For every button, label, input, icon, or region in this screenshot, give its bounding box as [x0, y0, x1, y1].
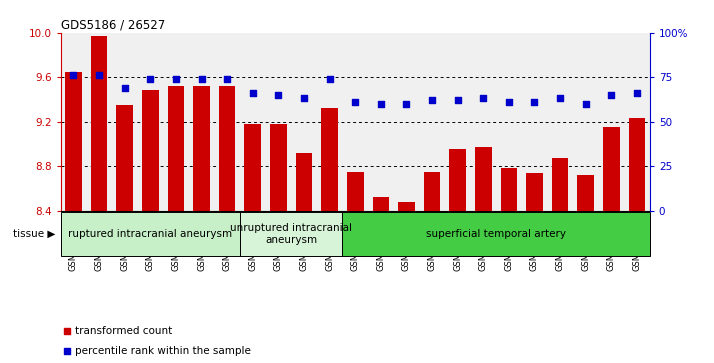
Point [94, 73, 105, 78]
Bar [526, 173, 543, 211]
Point [145, 76, 156, 82]
Bar [193, 86, 210, 211]
Bar [218, 86, 236, 211]
Text: transformed count: transformed count [76, 326, 173, 336]
Point [554, 95, 565, 101]
Bar [61, 212, 240, 256]
Point [247, 90, 258, 96]
Point [170, 76, 181, 82]
Point [349, 99, 361, 105]
Bar [343, 212, 650, 256]
Text: percentile rank within the sample: percentile rank within the sample [76, 346, 251, 356]
Point [221, 76, 233, 82]
Bar [91, 36, 107, 211]
Point [273, 92, 284, 98]
Point [529, 99, 540, 105]
Point [375, 101, 386, 107]
Point [478, 95, 489, 101]
Text: tissue ▶: tissue ▶ [13, 229, 56, 239]
Point [403, 75, 414, 81]
Point [119, 85, 131, 91]
Text: GDS5186 / 26527: GDS5186 / 26527 [61, 18, 165, 31]
Point [324, 76, 336, 82]
Bar [296, 153, 312, 211]
Point [403, 257, 414, 262]
Bar [244, 124, 261, 211]
Bar [347, 172, 363, 211]
Text: unruptured intracranial
aneurysm: unruptured intracranial aneurysm [230, 223, 352, 245]
Point [452, 97, 463, 103]
Bar [628, 118, 645, 211]
Point [580, 101, 591, 107]
Point [605, 92, 617, 98]
Bar [423, 172, 441, 211]
Bar [270, 124, 287, 211]
Bar [398, 201, 415, 211]
Bar [449, 150, 466, 211]
Bar [501, 168, 517, 211]
Bar [552, 158, 568, 211]
Point [68, 73, 79, 78]
Bar [168, 86, 184, 211]
Point [196, 76, 207, 82]
Point [426, 97, 438, 103]
Bar [475, 147, 492, 211]
Point [631, 90, 643, 96]
Bar [116, 105, 133, 211]
Bar [578, 175, 594, 211]
Bar [65, 72, 82, 211]
Text: ruptured intracranial aneurysm: ruptured intracranial aneurysm [69, 229, 232, 239]
Point [401, 101, 412, 107]
Text: superficial temporal artery: superficial temporal artery [426, 229, 566, 239]
Bar [373, 197, 389, 211]
Point [298, 95, 310, 101]
Bar [603, 127, 620, 211]
Bar [142, 90, 159, 211]
Bar [240, 212, 343, 256]
Point [503, 99, 515, 105]
Bar [321, 108, 338, 211]
